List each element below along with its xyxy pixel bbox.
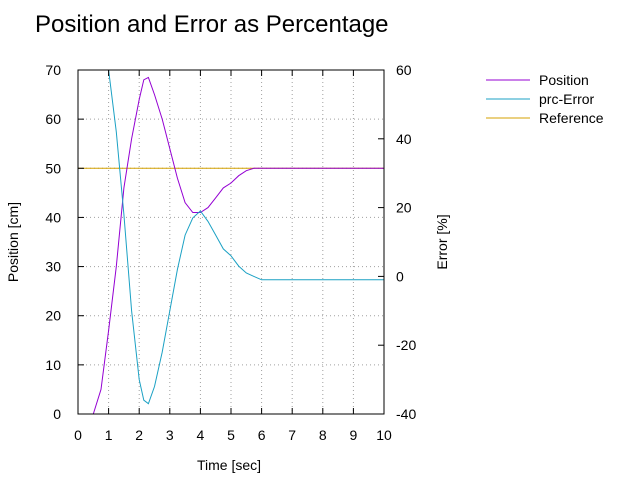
y-tick-label: 30 xyxy=(45,259,61,275)
legend: Position prc-Error Reference xyxy=(486,72,604,126)
y-axis-label: Position [cm] xyxy=(5,202,21,282)
x-tick-label: 6 xyxy=(258,427,266,443)
y-tick-label: 40 xyxy=(45,209,61,225)
x-tick-label: 3 xyxy=(166,427,174,443)
y-tick-label: 60 xyxy=(45,111,61,127)
y-tick-label: 0 xyxy=(53,406,61,422)
y2-tick-label: 20 xyxy=(396,200,412,216)
y2-tick-label: 60 xyxy=(396,62,412,78)
x-tick-label: 5 xyxy=(227,427,235,443)
chart-title: Position and Error as Percentage xyxy=(35,11,389,38)
x-axis-label: Time [sec] xyxy=(197,457,261,473)
y-tick-label: 10 xyxy=(45,357,61,373)
y2-tick-label: -20 xyxy=(396,337,416,353)
x-tick-label: 7 xyxy=(288,427,296,443)
y-tick-label: 50 xyxy=(45,160,61,176)
x-tick-label: 9 xyxy=(350,427,358,443)
y2-tick-label: 40 xyxy=(396,131,412,147)
x-tick-label: 8 xyxy=(319,427,327,443)
y-tick-label: 70 xyxy=(45,62,61,78)
axes: 0 1 2 3 4 5 6 7 8 9 10 0 10 20 30 40 50 60 70 -40 -20 0 20 40 60 xyxy=(45,62,416,443)
legend-label-reference: Reference xyxy=(539,110,604,126)
series-line-prc-error xyxy=(108,70,384,405)
y2-axis-label: Error [%] xyxy=(434,214,450,269)
y2-tick-label: 0 xyxy=(396,268,404,284)
x-tick-label: 0 xyxy=(74,427,82,443)
x-tick-label: 1 xyxy=(105,427,113,443)
y2-tick-label: -40 xyxy=(396,406,416,422)
series-line-position xyxy=(92,76,384,414)
x-tick-label: 4 xyxy=(197,427,205,443)
legend-label-prc-error: prc-Error xyxy=(539,91,595,107)
series-lines xyxy=(78,70,384,414)
y-tick-label: 20 xyxy=(45,308,61,324)
legend-label-position: Position xyxy=(539,72,589,88)
grid-lines xyxy=(78,70,384,414)
x-tick-label: 10 xyxy=(376,427,392,443)
x-tick-label: 2 xyxy=(135,427,143,443)
